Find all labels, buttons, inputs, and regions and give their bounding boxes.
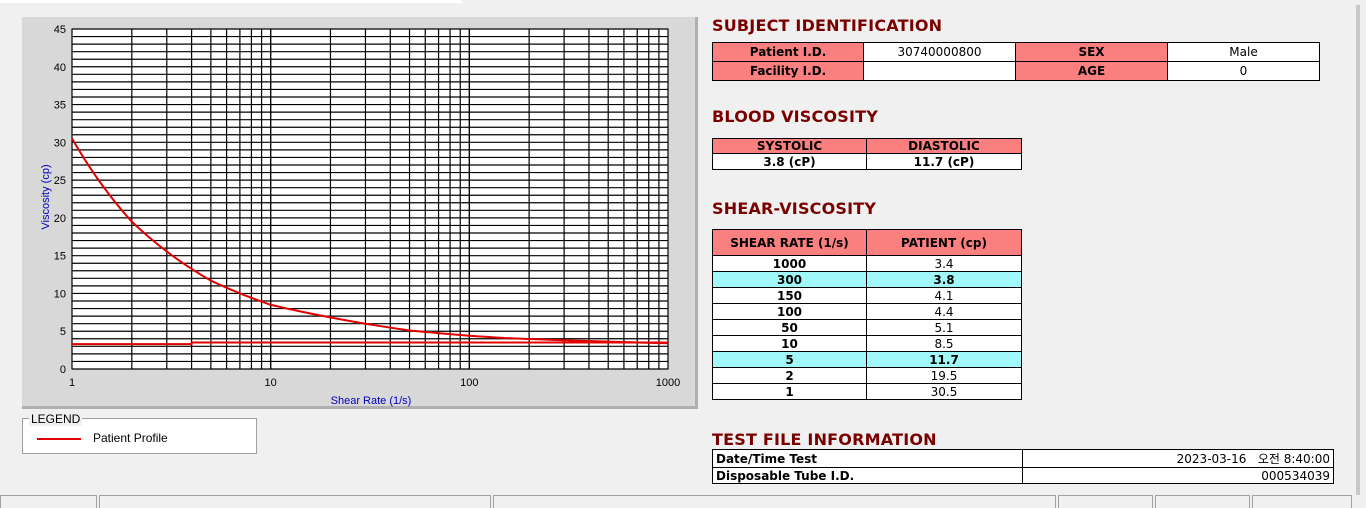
table-row: 100 4.4 <box>712 303 1022 320</box>
shear-rate-cell: 150 <box>712 287 867 304</box>
systolic-value: 3.8 (cP) <box>712 153 867 170</box>
status-bar-pane <box>1252 495 1352 508</box>
plot-area <box>71 28 669 370</box>
status-bar-pane <box>99 495 491 508</box>
vertical-scrollbar[interactable] <box>1356 5 1360 495</box>
subject-heading: SUBJECT IDENTIFICATION <box>712 16 943 35</box>
diastolic-value: 11.7 (cP) <box>866 153 1022 170</box>
status-bar-pane <box>1155 495 1250 508</box>
legend-box: LEGEND Patient Profile <box>22 412 257 454</box>
patient-value-cell: 5.1 <box>866 319 1022 336</box>
patient-value-cell: 3.4 <box>866 255 1022 272</box>
shear-viscosity-heading: SHEAR-VISCOSITY <box>712 199 877 218</box>
y-tick-label: 20 <box>54 213 66 225</box>
y-tick-label: 30 <box>54 137 66 149</box>
shear-viscosity-table: SHEAR RATE (1/s) PATIENT (cp) 1000 3.4 300… <box>712 229 1022 400</box>
date-time-value: 2023-03-16 오전 8:40:00 <box>1022 449 1334 468</box>
x-tick-label: 100 <box>460 377 478 389</box>
table-row: Facility I.D. AGE 0 <box>712 61 1320 81</box>
patient-value-cell: 30.5 <box>866 383 1022 400</box>
status-bar-pane <box>0 495 97 508</box>
patient-value-cell: 4.4 <box>866 303 1022 320</box>
patient-id-label: Patient I.D. <box>712 42 864 62</box>
test-file-table: Date/Time Test 2023-03-16 오전 8:40:00 Dis… <box>712 449 1334 484</box>
y-tick-label: 15 <box>54 251 66 263</box>
x-tick-label: 1 <box>69 377 75 389</box>
legend-label: Patient Profile <box>93 431 168 445</box>
legend-swatch <box>37 438 81 440</box>
status-bar-pane <box>493 495 1056 508</box>
viscosity-chart-panel: 0 5 10 15 20 25 30 35 40 45 1 10 100 1000 Shear Rate … <box>22 17 698 409</box>
table-row: Disposable Tube I.D. 000534039 <box>712 467 1334 484</box>
patient-header: PATIENT (cp) <box>866 229 1022 256</box>
chart-grid <box>71 28 669 370</box>
shear-rate-cell: 2 <box>712 367 867 384</box>
chart-series <box>71 138 669 346</box>
date-time-label: Date/Time Test <box>712 449 1023 468</box>
table-row: 3.8 (cP) 11.7 (cP) <box>712 153 1022 170</box>
blood-viscosity-table: SYSTOLIC DIASTOLIC 3.8 (cP) 11.7 (cP) <box>712 138 1022 170</box>
shear-rate-cell: 1 <box>712 383 867 400</box>
table-row: 2 19.5 <box>712 367 1022 384</box>
x-tick-label: 10 <box>265 377 277 389</box>
y-tick-label: 35 <box>54 100 66 112</box>
blood-viscosity-heading: BLOOD VISCOSITY <box>712 107 879 126</box>
shear-rate-cell: 5 <box>712 351 867 368</box>
patient-value-cell: 19.5 <box>866 367 1022 384</box>
top-strip <box>0 0 462 3</box>
test-file-heading: TEST FILE INFORMATION <box>712 430 937 449</box>
y-axis-label: Viscosity (cp) <box>40 164 52 229</box>
age-value: 0 <box>1167 61 1320 81</box>
table-row: 5 11.7 <box>712 351 1022 368</box>
y-tick-label: 40 <box>54 62 66 74</box>
shear-rate-header: SHEAR RATE (1/s) <box>712 229 867 256</box>
chart-ticks: 0 5 10 15 20 25 30 35 40 45 1 10 100 1000 <box>54 24 680 389</box>
sex-label: SEX <box>1015 42 1168 62</box>
diastolic-label: DIASTOLIC <box>866 138 1022 154</box>
table-row: Patient I.D. 30740000800 SEX Male <box>712 42 1320 62</box>
y-tick-label: 25 <box>54 175 66 187</box>
systolic-label: SYSTOLIC <box>712 138 867 154</box>
table-row: Date/Time Test 2023-03-16 오전 8:40:00 <box>712 449 1334 468</box>
sex-value: Male <box>1167 42 1320 62</box>
table-header-row: SHEAR RATE (1/s) PATIENT (cp) <box>712 229 1022 256</box>
series-line-1 <box>72 341 668 346</box>
table-row: 300 3.8 <box>712 271 1022 288</box>
tube-id-label: Disposable Tube I.D. <box>712 467 1023 484</box>
shear-rate-cell: 50 <box>712 319 867 336</box>
table-row: 10 8.5 <box>712 335 1022 352</box>
patient-value-cell: 8.5 <box>866 335 1022 352</box>
y-tick-label: 0 <box>60 364 66 376</box>
table-row: 50 5.1 <box>712 319 1022 336</box>
patient-value-cell: 4.1 <box>866 287 1022 304</box>
age-label: AGE <box>1015 61 1168 81</box>
x-axis-label: Shear Rate (1/s) <box>331 395 412 407</box>
y-tick-label: 45 <box>54 24 66 36</box>
table-row: 1 30.5 <box>712 383 1022 400</box>
x-tick-label: 1000 <box>656 377 680 389</box>
shear-rate-cell: 1000 <box>712 255 867 272</box>
y-tick-label: 10 <box>54 288 66 300</box>
status-bar-pane <box>1058 495 1153 508</box>
tube-id-value: 000534039 <box>1022 467 1334 484</box>
table-row: 150 4.1 <box>712 287 1022 304</box>
table-row: 1000 3.4 <box>712 255 1022 272</box>
subject-table: Patient I.D. 30740000800 SEX Male Facili… <box>712 42 1320 81</box>
patient-value-cell: 11.7 <box>866 351 1022 368</box>
shear-rate-cell: 10 <box>712 335 867 352</box>
y-tick-label: 5 <box>60 326 66 338</box>
legend-title: LEGEND <box>29 412 83 426</box>
viscosity-chart: 0 5 10 15 20 25 30 35 40 45 1 10 100 1000 Shear Rate … <box>40 24 680 407</box>
facility-id-value <box>863 61 1016 81</box>
patient-id-value: 30740000800 <box>863 42 1016 62</box>
table-row: SYSTOLIC DIASTOLIC <box>712 138 1022 154</box>
shear-rate-cell: 100 <box>712 303 867 320</box>
shear-rate-cell: 300 <box>712 271 867 288</box>
patient-value-cell: 3.8 <box>866 271 1022 288</box>
facility-id-label: Facility I.D. <box>712 61 864 81</box>
